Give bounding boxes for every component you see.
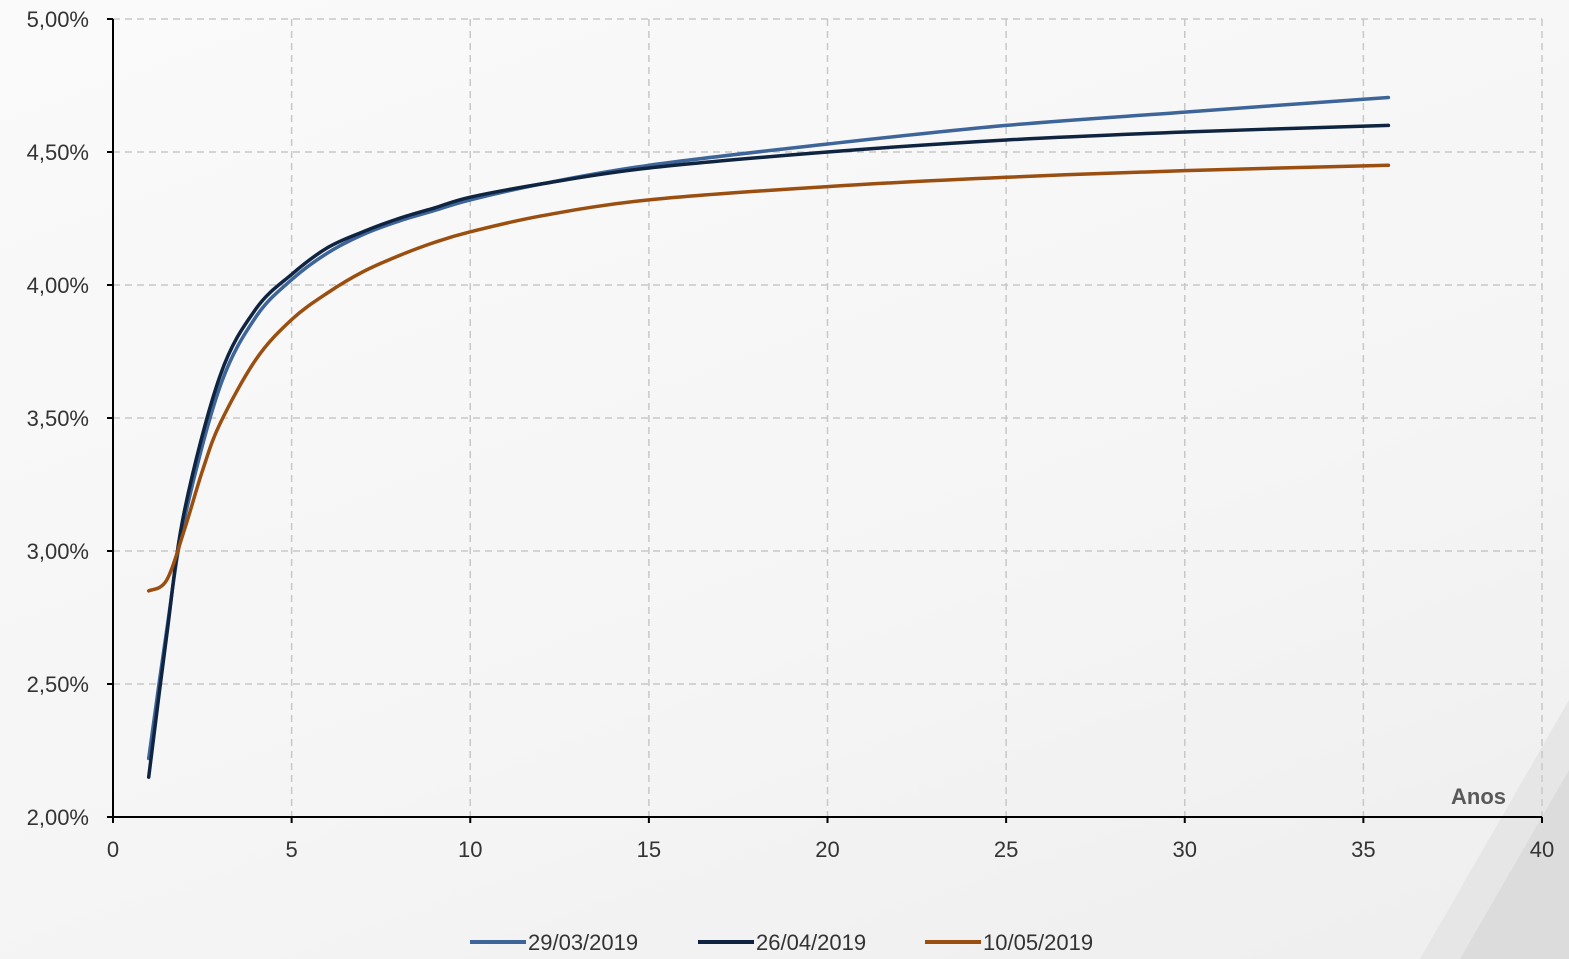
series-line-3 xyxy=(146,163,1391,593)
y-tick-label: 3,50% xyxy=(27,406,89,431)
series-line-1 xyxy=(146,95,1391,761)
x-tick-label: 15 xyxy=(637,837,661,862)
grid xyxy=(113,18,1543,817)
y-tick-label: 3,00% xyxy=(27,539,89,564)
y-tick-label: 2,50% xyxy=(27,672,89,697)
x-tick-label: 20 xyxy=(815,837,839,862)
x-tick-label: 5 xyxy=(286,837,298,862)
legend-label-1: 29/03/2019 xyxy=(528,930,638,955)
x-tick-label: 25 xyxy=(994,837,1018,862)
axes xyxy=(107,18,1543,823)
y-tick-label: 4,50% xyxy=(27,140,89,165)
tick-labels: 2,00% 2,50% 3,00% 3,50% 4,00% 4,50% 5,00% 0 5 10 1… xyxy=(27,7,1555,862)
x-tick-label: 10 xyxy=(458,837,482,862)
y-tick-label: 4,00% xyxy=(27,273,89,298)
x-tick-label: 40 xyxy=(1530,837,1554,862)
x-tick-label: 35 xyxy=(1351,837,1375,862)
y-tick-label: 5,00% xyxy=(27,7,89,32)
series-group xyxy=(146,95,1391,779)
x-axis-label: Anos xyxy=(1451,784,1506,809)
legend-label-3: 10/05/2019 xyxy=(983,930,1093,955)
series-line-2 xyxy=(146,123,1391,779)
y-tick-label: 2,00% xyxy=(27,805,89,830)
legend-label-2: 26/04/2019 xyxy=(756,930,866,955)
x-tick-label: 0 xyxy=(107,837,119,862)
x-tick-label: 30 xyxy=(1173,837,1197,862)
legend: 29/03/2019 26/04/2019 10/05/2019 xyxy=(470,930,1093,955)
